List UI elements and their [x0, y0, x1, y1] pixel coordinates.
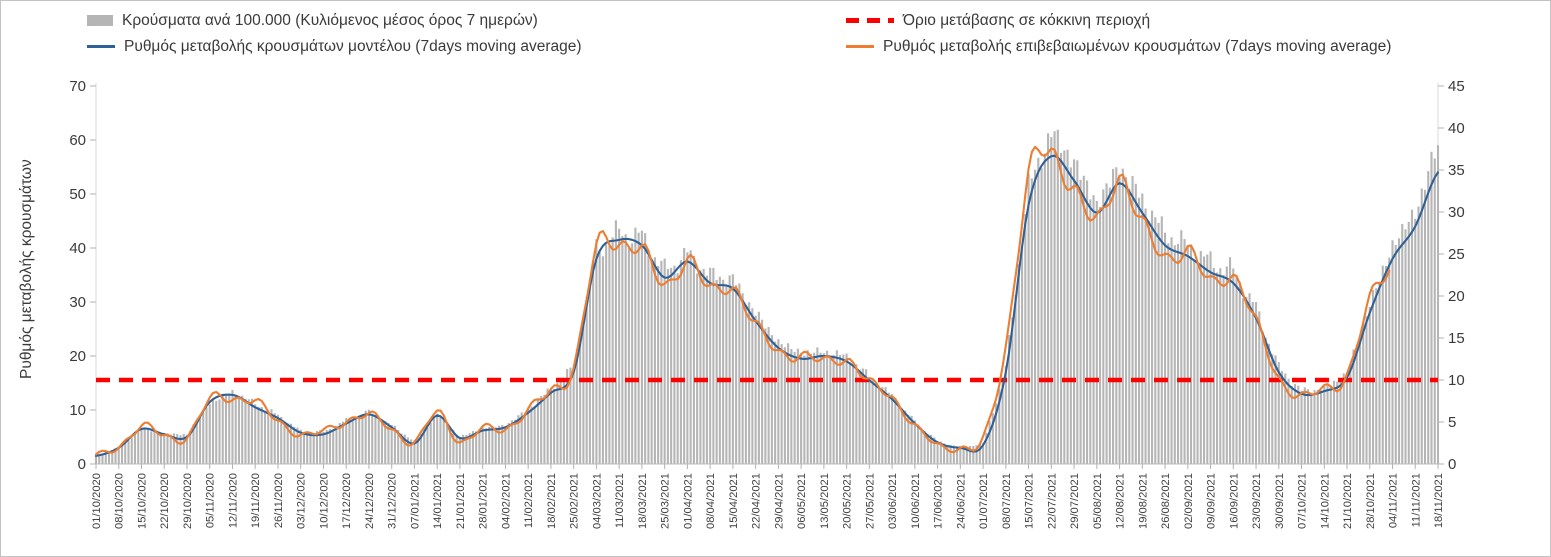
confirmed-rate-line	[94, 145, 1391, 456]
x-axis-tick-label: 01/04/2021	[682, 473, 694, 529]
axes: 0 10 20 30 40 50 60 70 0 5 10 15 20 25 30 35 40 45 01/10/2…	[69, 78, 1464, 529]
legend-label-confirmed-rate: Ρυθμός μεταβολής επιβεβαιωμένων κρουσμάτ…	[883, 38, 1392, 55]
x-axis-tick-label: 03/12/2020	[296, 473, 308, 529]
x-axis-tick-label: 15/07/2021	[1024, 473, 1036, 529]
x-axis-tick-label: 25/03/2021	[660, 473, 672, 529]
x-axis-tick-label: 30/09/2021	[1274, 473, 1286, 529]
x-axis-tick-label: 04/11/2021	[1388, 473, 1400, 528]
x-axis-tick-label: 11/11/2021	[1410, 473, 1422, 527]
model-rate-line	[94, 154, 1440, 457]
x-axis-tick-label: 14/10/2021	[1319, 473, 1331, 529]
x-axis-tick-label: 01/10/2020	[91, 473, 103, 529]
x-axis-tick-label: 03/06/2021	[887, 473, 899, 529]
x-axis-tick-label: 12/08/2021	[1115, 473, 1127, 529]
x-axis-tick-label: 07/10/2021	[1297, 473, 1309, 529]
x-axis-tick-label: 04/03/2021	[591, 473, 603, 529]
x-axis-tick-label: 22/07/2021	[1046, 473, 1058, 529]
x-axis-tick-label: 18/02/2021	[546, 473, 558, 529]
x-axis-tick-label: 11/02/2021	[523, 473, 535, 528]
left-axis-tick-label: 30	[69, 294, 86, 311]
x-axis-tick-label: 08/07/2021	[1001, 473, 1013, 529]
x-axis-tick-label: 10/06/2021	[910, 473, 922, 529]
x-axis-tick-label: 21/01/2021	[455, 473, 467, 529]
legend-label-cases-per-100k: Κρούσματα ανά 100.000 (Κυλιόμενος μέσος …	[122, 12, 538, 29]
bar-series-swatch-icon	[87, 15, 113, 27]
x-axis-tick-label: 24/12/2020	[364, 473, 376, 529]
right-axis-tick-label: 20	[1448, 288, 1465, 305]
right-axis-tick-label: 15	[1448, 330, 1465, 347]
x-axis-tick-label: 22/04/2021	[751, 473, 763, 529]
left-axis-tick-label: 60	[69, 132, 86, 149]
x-axis-tick-label: 09/09/2021	[1206, 473, 1218, 529]
x-axis-tick-label: 29/10/2020	[182, 473, 194, 529]
dashed-line-swatch-icon	[846, 18, 894, 24]
x-axis-tick-label: 23/09/2021	[1251, 473, 1263, 529]
x-axis-tick-label: 14/01/2021	[432, 473, 444, 529]
x-axis-tick-label: 31/12/2020	[387, 473, 399, 529]
x-axis-tick-label: 16/09/2021	[1228, 473, 1240, 529]
x-axis-tick-label: 04/02/2021	[500, 473, 512, 529]
x-axis-tick-label: 19/11/2020	[250, 473, 262, 528]
right-axis-tick-label: 30	[1448, 204, 1465, 221]
left-axis-tick-label: 20	[69, 348, 86, 365]
x-axis-tick-label: 21/10/2021	[1342, 473, 1354, 529]
x-axis-tick-label: 29/04/2021	[773, 473, 785, 529]
x-axis-tick-label: 13/05/2021	[819, 473, 831, 529]
x-axis-tick-label: 29/07/2021	[1069, 473, 1081, 529]
left-axis-tick-label: 10	[69, 402, 86, 419]
x-axis-tick-label: 28/10/2021	[1365, 473, 1377, 529]
x-axis-tick-label: 01/07/2021	[978, 473, 990, 529]
right-axis-tick-label: 25	[1448, 246, 1465, 263]
legend-item-cases-per-100k: Κρούσματα ανά 100.000 (Κυλιόμενος μέσος …	[87, 13, 538, 29]
left-axis-tick-label: 50	[69, 186, 86, 203]
x-axis-tick-label: 05/11/2020	[205, 473, 217, 528]
x-axis-tick-label: 17/06/2021	[933, 473, 945, 529]
right-axis-tick-label: 40	[1448, 120, 1465, 137]
cases-bars-series	[94, 129, 1440, 465]
x-axis-tick-label: 20/05/2021	[842, 473, 854, 529]
x-axis-tick-label: 24/06/2021	[955, 473, 967, 529]
x-axis-tick-label: 27/05/2021	[864, 473, 876, 529]
x-axis-tick-label: 25/02/2021	[569, 473, 581, 529]
x-axis-tick-label: 15/10/2020	[136, 473, 148, 529]
x-axis-tick-label: 08/10/2020	[114, 473, 126, 529]
legend-label-model-rate: Ρυθμός μεταβολής κρουσμάτων μοντέλου (7d…	[124, 38, 582, 55]
legend-item-confirmed-rate: Ρυθμός μεταβολής επιβεβαιωμένων κρουσμάτ…	[846, 39, 1391, 55]
x-axis-tick-label: 26/08/2021	[1160, 473, 1172, 529]
x-axis-tick-label: 11/03/2021	[614, 473, 626, 528]
x-axis-tick-label: 06/05/2021	[796, 473, 808, 529]
right-axis-tick-label: 5	[1448, 414, 1456, 431]
right-axis-tick-label: 0	[1448, 456, 1456, 473]
x-axis-tick-label: 15/04/2021	[728, 473, 740, 529]
legend-item-red-threshold: Όριο μετάβασης σε κόκκινη περιοχή	[846, 13, 1150, 29]
x-axis-tick-label: 26/11/2020	[273, 473, 285, 528]
left-axis-tick-label: 40	[69, 240, 86, 257]
orange-line-swatch-icon	[846, 45, 874, 49]
left-axis-tick-label: 70	[69, 78, 86, 95]
x-axis-tick-label: 18/03/2021	[637, 473, 649, 529]
legend-label-red-threshold: Όριο μετάβασης σε κόκκινη περιοχή	[903, 12, 1151, 29]
x-axis-tick-label: 22/10/2020	[159, 473, 171, 529]
x-axis-tick-label: 17/12/2020	[341, 473, 353, 529]
x-axis-tick-label: 08/04/2021	[705, 473, 717, 529]
right-axis-tick-label: 10	[1448, 372, 1465, 389]
x-axis-tick-label: 10/12/2020	[318, 473, 330, 529]
x-axis-tick-label: 02/09/2021	[1183, 473, 1195, 529]
x-axis-tick-label: 18/11/2021	[1433, 473, 1445, 528]
right-axis-tick-label: 35	[1448, 162, 1465, 179]
legend-item-model-rate: Ρυθμός μεταβολής κρουσμάτων μοντέλου (7d…	[87, 39, 582, 55]
x-axis-tick-label: 07/01/2021	[409, 473, 421, 529]
right-axis-tick-label: 45	[1448, 78, 1465, 95]
x-axis-tick-label: 05/08/2021	[1092, 473, 1104, 529]
x-axis-tick-label: 28/01/2021	[478, 473, 490, 529]
left-axis-tick-label: 0	[78, 456, 86, 473]
blue-line-swatch-icon	[87, 45, 115, 49]
x-axis-tick-label: 12/11/2020	[227, 473, 239, 528]
x-axis-tick-label: 19/08/2021	[1137, 473, 1149, 529]
